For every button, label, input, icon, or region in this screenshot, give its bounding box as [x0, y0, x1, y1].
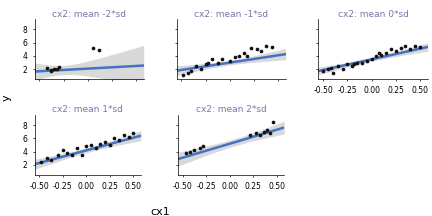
Point	[48, 69, 54, 72]
Title: cx2: mean -2*sd: cx2: mean -2*sd	[52, 10, 126, 19]
Point	[102, 140, 108, 143]
Point	[125, 135, 132, 139]
Point	[270, 120, 276, 124]
Point	[209, 58, 216, 61]
Point	[48, 68, 54, 72]
Point	[121, 133, 127, 137]
Point	[344, 62, 351, 66]
Point	[334, 64, 341, 68]
Point	[47, 158, 54, 161]
Title: cx2: mean 1*sd: cx2: mean 1*sd	[52, 105, 123, 114]
Point	[187, 150, 194, 153]
Point	[73, 147, 80, 150]
Point	[260, 130, 267, 133]
Point	[191, 149, 197, 152]
Point	[388, 48, 394, 51]
Point	[183, 151, 190, 155]
Point	[54, 153, 61, 157]
Point	[354, 61, 361, 64]
Point	[55, 66, 62, 69]
Point	[44, 66, 51, 70]
Point	[184, 71, 191, 74]
Point	[196, 147, 203, 150]
Point	[96, 48, 103, 52]
Point	[256, 133, 263, 137]
Point	[397, 46, 404, 50]
Point	[263, 44, 270, 48]
Point	[43, 157, 50, 160]
Title: cx2: mean 2*sd: cx2: mean 2*sd	[196, 105, 267, 114]
Point	[89, 46, 96, 50]
Point	[197, 68, 204, 71]
Point	[407, 48, 414, 51]
Point	[330, 71, 337, 74]
Point	[219, 58, 226, 61]
Point	[180, 73, 187, 76]
Point	[247, 133, 254, 137]
Point	[253, 131, 260, 135]
Point	[339, 68, 346, 71]
Title: cx2: mean -1*sd: cx2: mean -1*sd	[194, 10, 268, 19]
Point	[248, 46, 254, 50]
Point	[241, 51, 248, 54]
Text: y: y	[1, 94, 12, 100]
Point	[97, 142, 104, 145]
Point	[373, 54, 380, 58]
Point	[88, 143, 95, 147]
Point	[202, 62, 209, 66]
Point	[200, 145, 207, 148]
Point	[59, 149, 66, 152]
Point	[38, 160, 44, 163]
Point	[69, 153, 76, 157]
Point	[269, 46, 276, 49]
Point	[416, 46, 423, 49]
Point	[264, 129, 271, 132]
Point	[53, 68, 60, 71]
Point	[83, 145, 90, 148]
Point	[412, 44, 419, 48]
Point	[51, 67, 57, 70]
Point	[231, 56, 238, 59]
Point	[236, 54, 243, 58]
Point	[327, 66, 334, 70]
Text: cx1: cx1	[150, 207, 170, 216]
Point	[116, 138, 123, 141]
Point	[215, 61, 222, 64]
Point	[349, 64, 356, 68]
Point	[383, 51, 390, 54]
Point	[363, 60, 370, 63]
Point	[325, 68, 332, 71]
Point	[92, 147, 99, 150]
Point	[392, 49, 399, 52]
Point	[130, 131, 137, 135]
Point	[111, 137, 118, 140]
Point	[244, 54, 251, 58]
Point	[368, 58, 375, 61]
Point	[226, 60, 233, 63]
Point	[376, 51, 383, 54]
Point	[378, 53, 385, 56]
Point	[402, 44, 409, 48]
Point	[205, 61, 212, 64]
Point	[253, 48, 260, 51]
Point	[320, 69, 327, 72]
Point	[78, 153, 85, 157]
Point	[359, 61, 365, 64]
Point	[267, 131, 273, 135]
Point	[106, 143, 113, 147]
Point	[64, 151, 71, 155]
Point	[257, 49, 264, 52]
Point	[351, 62, 358, 66]
Point	[187, 69, 194, 72]
Title: cx2: mean 0*sd: cx2: mean 0*sd	[338, 10, 409, 19]
Point	[192, 64, 199, 68]
